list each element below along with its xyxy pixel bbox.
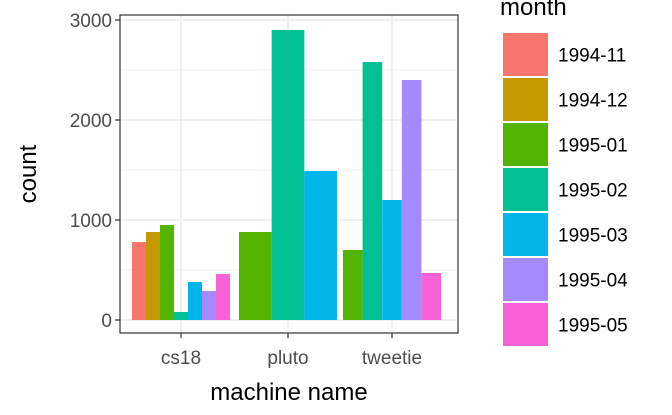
bar-tweetie-1995-01 xyxy=(343,250,363,320)
legend-key-1995-03 xyxy=(503,213,548,256)
bar-tweetie-1995-04 xyxy=(401,80,422,320)
legend: month 1994-11 1994-12 1995-01 1995-02 1995-0… xyxy=(500,0,628,346)
legend-label: 1995-04 xyxy=(558,271,628,292)
bar-cs18-1995-04 xyxy=(202,291,216,320)
legend-key-1995-02 xyxy=(503,168,548,211)
x-axis: cs18 pluto tweetie xyxy=(161,333,422,369)
bars xyxy=(132,30,441,320)
bar-tweetie-1995-03 xyxy=(382,200,402,320)
legend-key-1994-12 xyxy=(503,78,548,121)
y-tick-label: 1000 xyxy=(70,211,112,232)
bar-tweetie-1995-02 xyxy=(362,62,383,320)
bar-cs18-1995-05 xyxy=(216,274,230,320)
y-axis: 0 1000 2000 3000 xyxy=(70,11,120,332)
legend-label: 1995-03 xyxy=(558,226,628,247)
y-tick-label: 2000 xyxy=(70,111,112,132)
x-tick-label: pluto xyxy=(267,348,308,369)
legend-key-1995-04 xyxy=(503,258,548,301)
legend-key-1995-01 xyxy=(503,123,548,166)
bar-pluto-1995-01 xyxy=(239,232,272,320)
bar-pluto-1995-02 xyxy=(271,30,305,320)
legend-label: 1994-12 xyxy=(558,91,628,112)
legend-title: month xyxy=(500,0,567,21)
legend-label: 1995-01 xyxy=(558,136,628,157)
y-tick-label: 3000 xyxy=(70,11,112,32)
bar-cs18-1995-03 xyxy=(188,282,202,320)
x-axis-label: machine name xyxy=(210,379,367,406)
bar-cs18-1994-12 xyxy=(146,232,160,320)
plot-border xyxy=(119,14,459,334)
bar-cs18-1994-11 xyxy=(132,242,146,320)
legend-label: 1994-11 xyxy=(558,46,626,67)
y-axis-label: count xyxy=(15,144,42,203)
legend-key-1994-11 xyxy=(503,33,548,76)
bar-tweetie-1995-05 xyxy=(421,273,441,320)
legend-key-1995-05 xyxy=(503,303,548,346)
legend-label: 1995-05 xyxy=(558,316,628,337)
bar-pluto-1995-03 xyxy=(304,171,337,320)
y-tick-label: 0 xyxy=(101,311,112,332)
legend-label: 1995-02 xyxy=(558,181,628,202)
bar-cs18-1995-02 xyxy=(174,312,188,320)
x-tick-label: cs18 xyxy=(161,348,201,369)
x-tick-label: tweetie xyxy=(362,348,422,369)
bar-cs18-1995-01 xyxy=(160,225,174,320)
